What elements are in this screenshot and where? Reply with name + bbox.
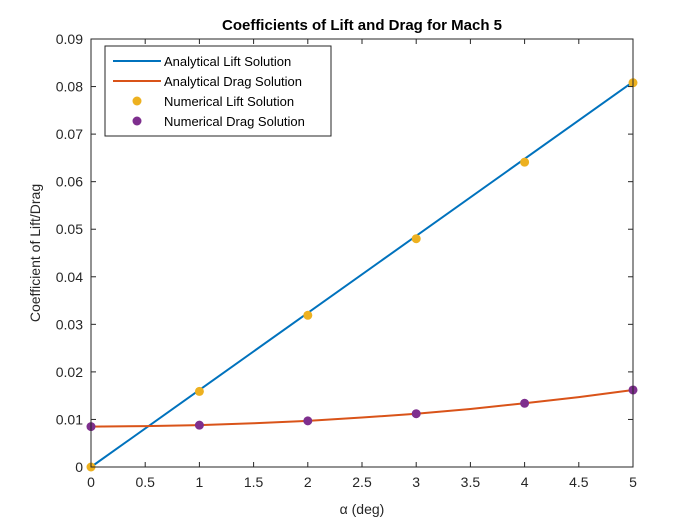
series-line-1: [90, 388, 634, 428]
legend-swatch-3: [132, 116, 142, 126]
x-tick-label: 0: [87, 474, 95, 490]
y-tick-label: 0.02: [56, 364, 83, 380]
data-point-3-4: [520, 398, 530, 408]
data-point-2-4: [520, 157, 530, 167]
x-tick-label: 0.5: [135, 474, 155, 490]
x-tick-label: 1: [196, 474, 204, 490]
y-tick-label: 0.05: [56, 221, 83, 237]
y-tick-label: 0.04: [56, 269, 83, 285]
x-tick-label: 1.5: [244, 474, 264, 490]
x-axis-label: α (deg): [340, 501, 385, 517]
chart-title: Coefficients of Lift and Drag for Mach 5: [222, 17, 502, 34]
legend-label-0: Analytical Lift Solution: [164, 54, 291, 69]
x-tick-label: 2: [304, 474, 312, 490]
data-point-2-1: [194, 386, 204, 396]
x-tick-label: 3: [412, 474, 420, 490]
data-point-3-3: [411, 409, 421, 419]
data-point-3-2: [303, 416, 313, 426]
x-tick-label: 4.5: [569, 474, 589, 490]
axes-layer: 0 0.5 1 1.5 2 2.5 3 3.5 4 4.5 5 0 0.01 0.02 0.03 0.04 0.…: [56, 31, 637, 490]
legend-swatch-2: [132, 96, 142, 106]
series-line-0: [90, 80, 634, 468]
x-tick-label: 4: [521, 474, 529, 490]
data-point-2-3: [411, 234, 421, 244]
data-point-3-1: [194, 420, 204, 430]
x-tick-label: 2.5: [352, 474, 372, 490]
y-tick-label: 0.03: [56, 316, 83, 332]
data-point-2-2: [303, 310, 313, 320]
y-tick-label: 0.07: [56, 126, 83, 142]
y-tick-label: 0.09: [56, 31, 83, 47]
y-axis-label: Coefficient of Lift/Drag: [27, 184, 43, 322]
legend-label-3: Numerical Drag Solution: [164, 114, 305, 129]
legend-label-2: Numerical Lift Solution: [164, 94, 294, 109]
y-tick-label: 0.08: [56, 79, 83, 95]
y-tick-label: 0.06: [56, 174, 83, 190]
x-tick-label: 3.5: [461, 474, 481, 490]
y-tick-label: 0.01: [56, 411, 83, 427]
x-tick-label: 5: [629, 474, 637, 490]
legend-label-1: Analytical Drag Solution: [164, 74, 302, 89]
legend: Analytical Lift Solution Analytical Drag …: [104, 45, 332, 137]
y-tick-label: 0: [75, 459, 83, 475]
